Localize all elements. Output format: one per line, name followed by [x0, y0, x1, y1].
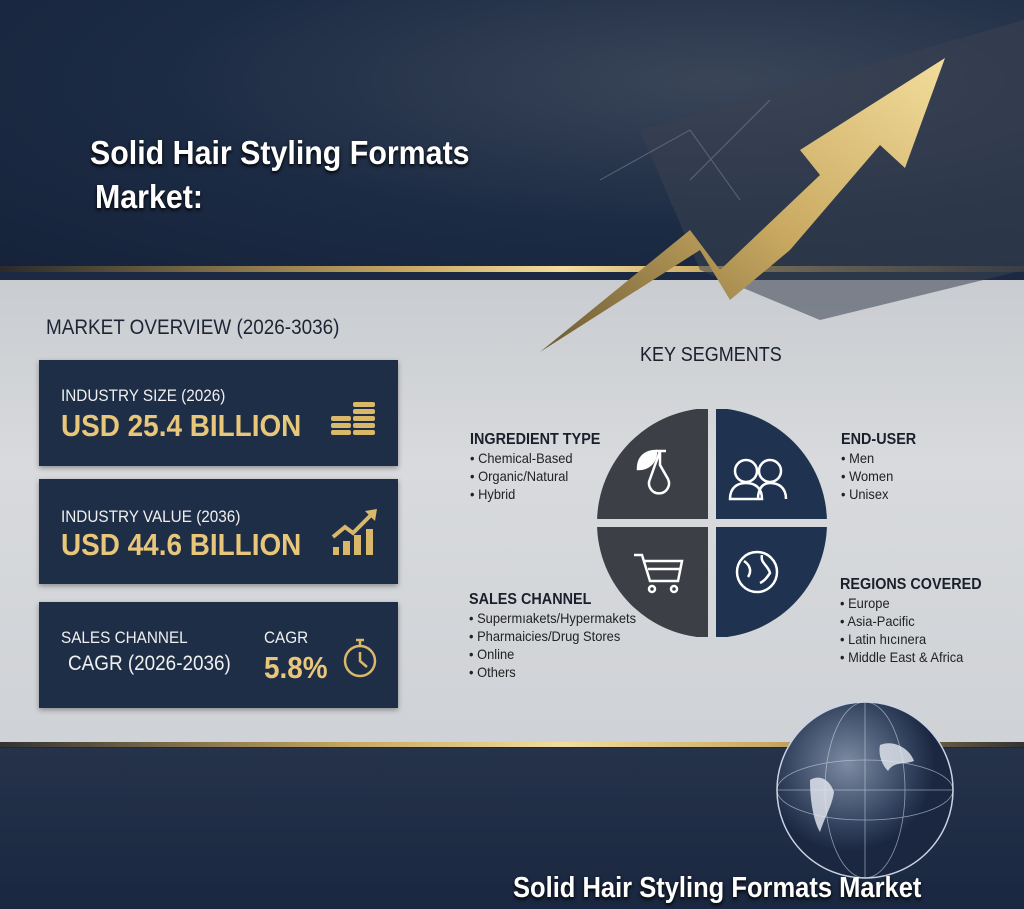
card-label: INDUSTRY SIZE (2026) [61, 386, 226, 405]
sales-channel-segment: SALES CHANNEL Supermıakets/HypermaketsPh… [469, 591, 651, 681]
segment-title: END-USER [841, 431, 917, 448]
cagr-label: CAGR [264, 628, 309, 647]
page-title: Solid Hair Styling Formats [90, 134, 470, 171]
earth-globe-icon [776, 701, 954, 879]
stopwatch-icon [343, 638, 377, 678]
card-label: SALES CHANNEL [61, 628, 188, 647]
people-icon [728, 458, 788, 501]
list-item: Hybrid [470, 485, 603, 503]
page-title-line2: Market: [95, 178, 203, 215]
key-segments-heading: KEY SEGMENTS [640, 344, 782, 366]
list-item: Unisex [841, 485, 918, 503]
ingredient-type-segment: INGREDIENT TYPE Chemical-BasedOrganic/Na… [470, 431, 615, 503]
segment-title: SALES CHANNEL [469, 591, 592, 608]
footer-title: Solid Hair Styling Formats Market [513, 872, 922, 904]
list-item: Others [469, 663, 636, 681]
industry-size-card: INDUSTRY SIZE (2026) USD 25.4 BILLION [39, 360, 398, 466]
list-item: Chemical-Based [470, 449, 603, 467]
list-item: Europe [840, 594, 985, 612]
segment-title: REGIONS COVERED [840, 576, 982, 593]
cagr-card: SALES CHANNEL CAGR (2026-2036) CAGR 5.8% [39, 602, 398, 708]
gold-divider [0, 742, 1024, 747]
growth-chart-icon [331, 509, 377, 555]
shopping-cart-icon [634, 553, 684, 594]
card-label-period: CAGR (2026-2036) [68, 652, 231, 675]
gold-divider [0, 266, 1024, 272]
regions-segment: REGIONS COVERED EuropeAsia-PacificLatin … [840, 576, 997, 666]
card-value: USD 25.4 BILLION [61, 408, 302, 443]
list-item: Supermıakets/Hypermakets [469, 609, 636, 627]
coins-icon [331, 402, 375, 435]
list-item: Men [841, 449, 918, 467]
leaf-flask-icon [636, 449, 671, 495]
industry-value-card: INDUSTRY VALUE (2036) USD 44.6 BILLION [39, 479, 398, 584]
overview-heading: MARKET OVERVIEW (2026-3036) [46, 316, 340, 339]
list-item: Asia-Pacific [840, 612, 985, 630]
card-label: INDUSTRY VALUE (2036) [61, 507, 241, 526]
list-item: Organic/Natural [470, 467, 603, 485]
end-user-quadrant [716, 409, 827, 519]
card-value: USD 44.6 BILLION [61, 527, 302, 562]
end-user-segment: END-USER MenWomenUnisex [841, 431, 925, 503]
list-item: Latin hıcınera [840, 630, 985, 648]
segment-title: INGREDIENT TYPE [470, 431, 601, 448]
cagr-value: 5.8% [264, 650, 328, 685]
list-item: Women [841, 467, 918, 485]
list-item: Online [469, 645, 636, 663]
globe-icon [735, 550, 779, 594]
list-item: Middle East & Africa [840, 648, 985, 666]
list-item: Pharmaicies/Drug Stores [469, 627, 636, 645]
